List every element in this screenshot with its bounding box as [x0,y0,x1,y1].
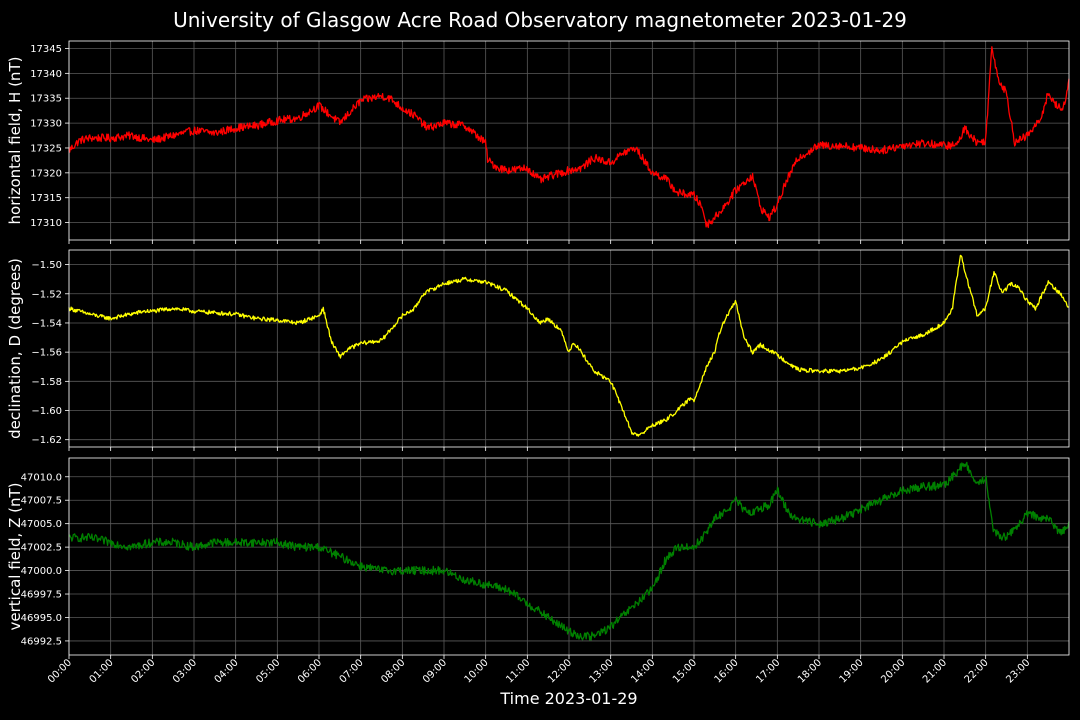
x-tick-label: 15:00 [671,657,699,685]
y-tick-label: 17320 [30,168,62,179]
x-tick-label: 06:00 [296,657,324,685]
x-tick-label: 03:00 [171,657,199,685]
y-tick-label: −1.62 [31,435,62,446]
x-tick-label: 17:00 [754,657,782,685]
y-tick-label: 47010.0 [21,472,62,483]
y-tick-label: 46997.5 [21,590,62,601]
y-axis-label: declination, D (degrees) [6,258,24,439]
y-tick-label: 46995.0 [21,613,62,624]
x-tick-label: 14:00 [629,657,657,685]
y-tick-label: 17325 [30,143,62,154]
x-tick-label: 18:00 [796,657,824,685]
panel-frame [68,40,1070,241]
x-axis-label: Time 2023-01-29 [500,689,638,708]
x-tick-label: 23:00 [1004,657,1032,685]
x-tick-label: 12:00 [546,657,574,685]
y-tick-label: −1.56 [31,348,62,359]
x-tick-label: 21:00 [921,657,949,685]
series-line-3 [68,461,1070,641]
chart-title: University of Glasgow Acre Road Observat… [173,8,907,32]
x-tick-label: 04:00 [213,657,241,685]
x-tick-label: 00:00 [46,657,74,685]
y-tick-label: 47007.5 [21,496,62,507]
y-tick-label: −1.50 [31,260,62,271]
panel-frame [68,457,1070,656]
y-tick-label: 47005.0 [21,519,62,530]
y-tick-label: 17310 [30,218,62,229]
x-tick-label: 20:00 [879,657,907,685]
panel-frame [68,249,1070,448]
y-tick-label: 17315 [30,193,62,204]
x-tick-label: 05:00 [254,657,282,685]
y-axis-label: vertical field, Z (nT) [6,482,24,630]
x-tick-label: 01:00 [88,657,116,685]
x-tick-label: 13:00 [588,657,616,685]
x-tick-label: 19:00 [838,657,866,685]
y-tick-label: 17330 [30,119,62,130]
y-tick-label: 17335 [30,94,62,105]
y-tick-label: 17340 [30,69,62,80]
y-tick-label: −1.58 [31,377,62,388]
y-tick-label: 47002.5 [21,543,62,554]
series-line-2 [68,254,1070,437]
y-tick-label: 47000.0 [21,566,62,577]
x-tick-label: 11:00 [504,657,532,685]
series-line-1 [68,46,1070,229]
y-tick-label: −1.52 [31,289,62,300]
x-tick-label: 09:00 [421,657,449,685]
x-tick-label: 16:00 [713,657,741,685]
y-tick-label: 46992.5 [21,636,62,647]
x-tick-label: 22:00 [963,657,991,685]
x-tick-label: 07:00 [338,657,366,685]
x-tick-label: 02:00 [129,657,157,685]
x-tick-label: 08:00 [379,657,407,685]
y-tick-label: 17345 [30,44,62,55]
y-tick-label: −1.60 [31,406,62,417]
y-axis-label: horizontal field, H (nT) [6,57,24,225]
x-tick-label: 10:00 [463,657,491,685]
y-tick-label: −1.54 [31,318,62,329]
